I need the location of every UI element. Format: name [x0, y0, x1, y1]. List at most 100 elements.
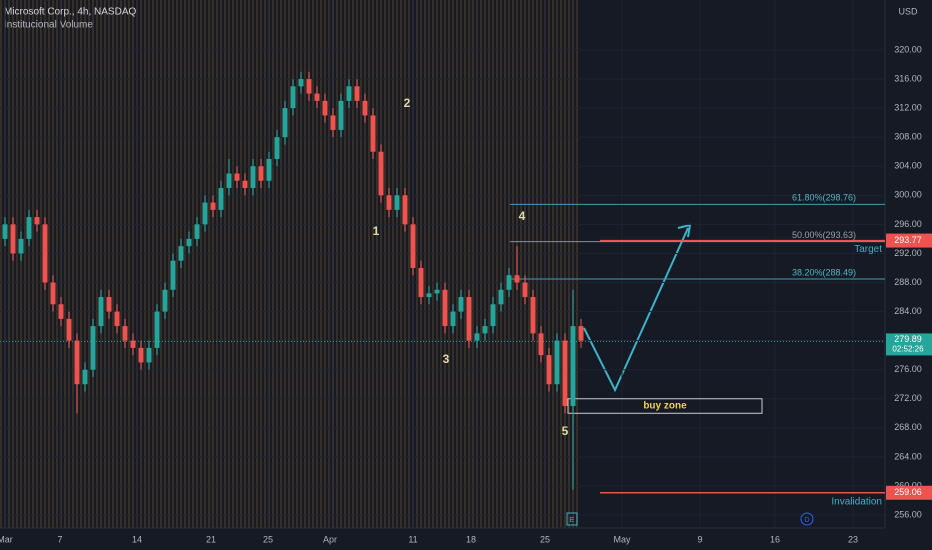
candle-body [506, 275, 512, 290]
candle-body [546, 355, 552, 385]
x-tick-label: 25 [263, 534, 273, 544]
wave-label: 2 [404, 96, 411, 110]
candle-body [426, 293, 432, 298]
candle-body [306, 79, 312, 94]
candle-body [234, 173, 240, 181]
candle-body [266, 158, 272, 181]
fib-label: 38.20%(288.49) [792, 267, 856, 277]
candle-body [394, 195, 400, 210]
candle-body [322, 100, 328, 116]
candle-body [298, 79, 304, 87]
candle-body [250, 166, 256, 189]
candle-body [26, 217, 32, 239]
candle-body [98, 297, 104, 327]
invalidation-badge-label: 259.06 [894, 487, 922, 497]
x-tick-label: 23 [848, 534, 858, 544]
candle-body [106, 297, 112, 312]
current-price-label: 279.89 [894, 334, 922, 344]
candle-body [338, 100, 344, 130]
y-tick-label: 264.00 [894, 451, 922, 461]
y-tick-label: 320.00 [894, 44, 922, 54]
candle-body [178, 246, 184, 261]
candle-body [18, 238, 24, 254]
countdown: 02:52:26 [892, 345, 924, 354]
candle-body [226, 173, 232, 189]
candle-body [154, 311, 160, 348]
arrow-head [677, 223, 692, 238]
buy-zone [567, 398, 763, 414]
y-tick-label: 256.00 [894, 509, 922, 519]
candle-body [570, 326, 576, 407]
candle-body [162, 289, 168, 312]
candle-body [58, 304, 64, 319]
candle-body [578, 326, 584, 341]
candle-body [498, 289, 504, 305]
candle-body [362, 100, 368, 116]
fib-label: 61.80%(298.76) [792, 193, 856, 203]
y-tick-label: 308.00 [894, 132, 922, 142]
y-tick-label: 288.00 [894, 277, 922, 287]
y-tick-label: 316.00 [894, 73, 922, 83]
candle-body [474, 333, 480, 341]
candle-body [434, 289, 440, 294]
wave-label: 3 [443, 352, 450, 366]
indicator-name: Institucional Volume [4, 20, 93, 31]
candle-body [410, 224, 416, 268]
x-tick-label: 25 [540, 534, 550, 544]
target-badge [886, 233, 932, 248]
fib-label: 50.00%(293.63) [792, 230, 856, 240]
candle-body [314, 93, 320, 101]
candle-body [66, 318, 72, 341]
candle-body [554, 340, 560, 385]
x-tick-label: Mar [0, 534, 13, 544]
candle-body [50, 282, 56, 305]
currency: USD [898, 6, 918, 16]
candle-body [202, 202, 208, 225]
candle-body [138, 347, 144, 363]
y-tick-label: 260.00 [894, 480, 922, 490]
candle-body [530, 297, 536, 334]
y-tick-label: 296.00 [894, 219, 922, 229]
candle-body [538, 333, 544, 356]
candle-body [330, 115, 336, 130]
event-marker-label: D [804, 517, 809, 524]
candle-body [258, 166, 264, 181]
candle-body [370, 115, 376, 152]
candle-body [130, 340, 136, 348]
candle-body [74, 340, 80, 385]
candle-body [346, 86, 352, 101]
candle-body [34, 217, 40, 225]
candle-body [42, 224, 48, 283]
candle-body [378, 151, 384, 196]
x-tick-label: 7 [57, 534, 62, 544]
candle-body [122, 326, 128, 341]
target-text: Target [854, 244, 882, 255]
y-tick-label: 272.00 [894, 393, 922, 403]
y-tick-label: 300.00 [894, 190, 922, 200]
candle-body [10, 224, 16, 254]
invalidation-badge [886, 485, 932, 500]
candle-body [386, 195, 392, 210]
y-tick-label: 284.00 [894, 306, 922, 316]
y-tick-label: 276.00 [894, 364, 922, 374]
x-tick-label: 14 [132, 534, 142, 544]
candle-body [514, 275, 520, 283]
x-tick-label: Apr [323, 534, 337, 544]
buy-zone-label: buy zone [643, 401, 687, 412]
candle-body [354, 86, 360, 101]
candle-body [146, 347, 152, 363]
candle-body [186, 238, 192, 247]
candle-body [442, 289, 448, 327]
candle-body [522, 282, 528, 298]
candle-body [450, 311, 456, 327]
chart-title: Microsoft Corp., 4h, NASDAQ [4, 7, 136, 18]
candle-body [242, 180, 248, 189]
candle-body [458, 297, 464, 312]
wave-label: 5 [562, 424, 569, 438]
candle-body [2, 224, 8, 239]
candle-body [562, 340, 568, 407]
event-marker [566, 512, 578, 526]
volume-stripes [0, 0, 580, 528]
candle-body [290, 86, 296, 109]
